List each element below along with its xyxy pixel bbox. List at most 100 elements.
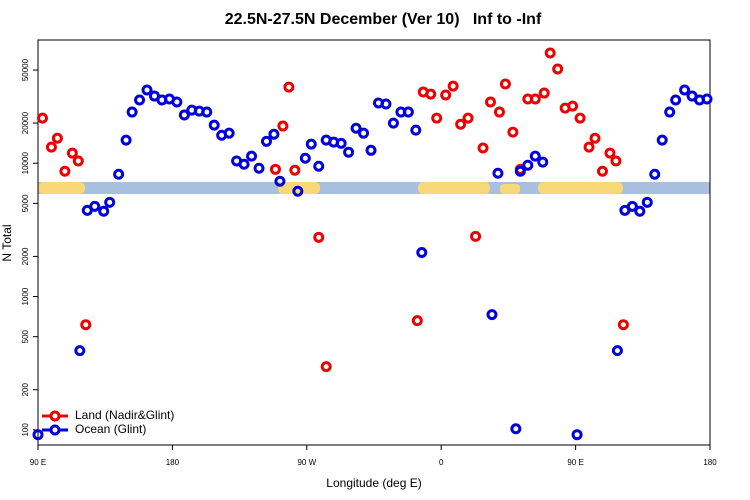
point bbox=[269, 163, 281, 175]
point bbox=[574, 112, 586, 124]
point bbox=[611, 345, 623, 357]
point bbox=[477, 142, 489, 154]
point bbox=[299, 152, 311, 164]
point bbox=[604, 147, 616, 159]
point bbox=[260, 135, 272, 147]
point bbox=[277, 120, 289, 132]
point bbox=[36, 112, 48, 124]
point bbox=[634, 205, 646, 217]
point bbox=[74, 345, 86, 357]
point bbox=[679, 84, 691, 96]
point bbox=[447, 80, 459, 92]
point bbox=[529, 93, 541, 105]
point bbox=[380, 98, 392, 110]
x-tick-label: 90 E bbox=[30, 458, 46, 467]
point bbox=[246, 150, 258, 162]
point bbox=[208, 119, 220, 131]
point bbox=[89, 200, 101, 212]
point bbox=[493, 106, 505, 118]
point bbox=[649, 168, 661, 180]
y-tick-label: 1000 bbox=[21, 287, 30, 305]
y-tick-label: 200 bbox=[21, 383, 30, 397]
point bbox=[670, 94, 682, 106]
point bbox=[701, 93, 713, 105]
point bbox=[410, 124, 422, 136]
point bbox=[274, 175, 286, 187]
point bbox=[529, 150, 541, 162]
point bbox=[571, 429, 583, 441]
point bbox=[292, 185, 304, 197]
x-axis-label: Longitude (deg E) bbox=[326, 476, 421, 490]
point bbox=[45, 141, 57, 153]
point bbox=[51, 132, 63, 144]
point bbox=[320, 361, 332, 373]
legend-label: Ocean (Glint) bbox=[75, 422, 146, 436]
point bbox=[365, 144, 377, 156]
point bbox=[98, 205, 110, 217]
point bbox=[238, 158, 250, 170]
point bbox=[305, 138, 317, 150]
point bbox=[544, 47, 556, 59]
y-tick-label: 5000 bbox=[21, 194, 30, 212]
point bbox=[440, 89, 452, 101]
x-tick-label: 180 bbox=[703, 458, 717, 467]
point bbox=[507, 126, 519, 138]
point bbox=[538, 87, 550, 99]
x-tick-label: 180 bbox=[166, 458, 180, 467]
point bbox=[537, 156, 549, 168]
point bbox=[80, 319, 92, 331]
chart-title: 22.5N-27.5N December (Ver 10) Inf to -In… bbox=[225, 11, 542, 28]
point bbox=[567, 100, 579, 112]
point bbox=[664, 106, 676, 118]
point bbox=[425, 88, 437, 100]
point bbox=[583, 141, 595, 153]
legend-marker bbox=[49, 410, 61, 422]
point bbox=[253, 162, 265, 174]
point bbox=[104, 196, 116, 208]
point bbox=[223, 127, 235, 139]
point bbox=[492, 167, 504, 179]
y-tick-label: 100 bbox=[21, 423, 30, 437]
point bbox=[626, 200, 638, 212]
point bbox=[656, 134, 668, 146]
map-strip bbox=[38, 182, 710, 194]
point bbox=[313, 160, 325, 172]
x-tick-label: 90 E bbox=[567, 458, 583, 467]
point bbox=[113, 168, 125, 180]
point bbox=[268, 128, 280, 140]
x-tick-label: 90 W bbox=[297, 458, 316, 467]
point bbox=[120, 134, 132, 146]
point bbox=[387, 117, 399, 129]
point bbox=[484, 96, 496, 108]
y-tick-label: 50000 bbox=[21, 58, 30, 81]
point bbox=[411, 315, 423, 327]
point bbox=[416, 246, 428, 258]
legend: Land (Nadir&Glint)Ocean (Glint) bbox=[42, 408, 174, 436]
point bbox=[455, 118, 467, 130]
point bbox=[313, 231, 325, 243]
point bbox=[66, 147, 78, 159]
legend-label: Land (Nadir&Glint) bbox=[75, 408, 174, 422]
point bbox=[141, 84, 153, 96]
y-axis-label: N Total bbox=[0, 224, 14, 261]
point bbox=[514, 165, 526, 177]
point bbox=[59, 165, 71, 177]
point bbox=[552, 63, 564, 75]
point bbox=[343, 146, 355, 158]
point bbox=[486, 309, 498, 321]
point bbox=[641, 196, 653, 208]
y-tick-label: 20000 bbox=[21, 111, 30, 134]
point bbox=[178, 109, 190, 121]
point bbox=[402, 106, 414, 118]
point bbox=[134, 94, 146, 106]
point bbox=[201, 106, 213, 118]
point bbox=[610, 155, 622, 167]
point bbox=[335, 137, 347, 149]
y-tick-label: 500 bbox=[21, 329, 30, 343]
y-tick-label: 2000 bbox=[21, 247, 30, 265]
point bbox=[522, 159, 534, 171]
point bbox=[499, 78, 511, 90]
point bbox=[431, 112, 443, 124]
point bbox=[470, 230, 482, 242]
